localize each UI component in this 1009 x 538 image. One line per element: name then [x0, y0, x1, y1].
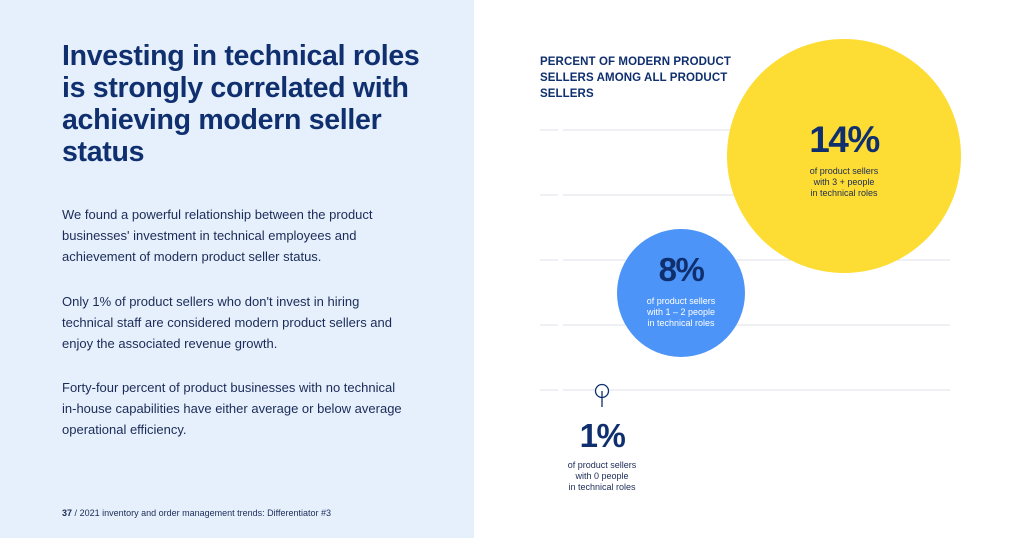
- caption-8-line-3: in technical roles: [647, 318, 715, 328]
- label-14-percent: 14%: [809, 119, 880, 160]
- caption-14-line-2: with 3 + people: [813, 177, 875, 187]
- caption-14-line-3: in technical roles: [810, 188, 878, 198]
- paragraph-one-percent: Only 1% of product sellers who don't inv…: [62, 294, 393, 351]
- caption-8-line-2: with 1 – 2 people: [646, 307, 716, 317]
- chart-title: PERCENT OF MODERN PRODUCT SELLERS AMONG …: [540, 56, 731, 100]
- caption-1-line-2: with 0 people: [575, 471, 629, 481]
- caption-14-line-1: of product sellers: [809, 166, 879, 176]
- left-panel: Investing in technical roles is strongly…: [0, 0, 474, 538]
- bubble-14-percent: [727, 39, 961, 273]
- paragraph-relationship: We found a powerful relationship between…: [62, 207, 373, 264]
- caption-8-line-1: of product sellers: [646, 296, 716, 306]
- label-8-percent: 8%: [658, 251, 705, 288]
- page-number: 37: [62, 508, 73, 518]
- page-footer: 37 / 2021 inventory and order management…: [62, 508, 331, 518]
- bubble-8-percent: [617, 229, 745, 357]
- paragraph-forty-four-percent: Forty-four percent of product businesses…: [62, 380, 402, 437]
- caption-1-line-3: in technical roles: [568, 482, 636, 492]
- footer-text: 2021 inventory and order management tren…: [79, 508, 332, 518]
- page-heading: Investing in technical roles is strongly…: [62, 40, 420, 168]
- footer-separator: /: [74, 508, 78, 518]
- caption-1-line-1: of product sellers: [567, 460, 637, 470]
- label-1-percent: 1%: [579, 417, 626, 454]
